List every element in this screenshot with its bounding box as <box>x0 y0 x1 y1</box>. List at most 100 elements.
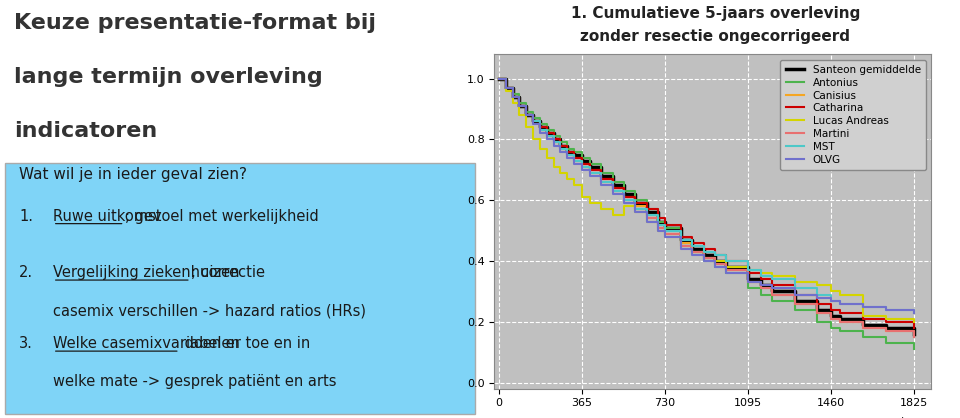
Lucas Andreas <box>595 207 607 212</box>
OLVG <box>607 192 618 197</box>
Martini <box>568 158 580 163</box>
OLVG <box>653 228 664 233</box>
MST <box>595 179 607 184</box>
Canisius <box>709 262 721 267</box>
Lucas Andreas <box>568 183 580 188</box>
Canisius <box>826 316 837 321</box>
Santeon gemiddelde <box>576 158 588 163</box>
OLVG <box>880 307 892 312</box>
OLVG <box>660 234 671 239</box>
Antonius <box>527 116 539 121</box>
Martini <box>686 250 698 255</box>
Canisius <box>857 326 869 331</box>
Antonius <box>493 76 505 81</box>
Canisius <box>568 155 580 160</box>
MST <box>789 286 801 291</box>
Catharina <box>826 307 837 312</box>
Santeon gemiddelde <box>789 298 801 303</box>
Line: OLVG: OLVG <box>499 79 914 313</box>
Lucas Andreas <box>576 195 588 200</box>
Santeon gemiddelde <box>595 173 607 178</box>
Martini <box>534 128 545 133</box>
OLVG <box>534 131 545 136</box>
OLVG <box>826 298 837 303</box>
Martini <box>675 243 686 248</box>
Antonius <box>541 128 553 133</box>
Catharina <box>541 131 553 136</box>
Catharina <box>721 259 732 264</box>
Antonius <box>826 326 837 331</box>
Line: Santeon gemiddelde: Santeon gemiddelde <box>499 79 914 334</box>
Martini <box>812 310 824 315</box>
MST <box>641 213 653 218</box>
Line: Catharina: Catharina <box>499 79 914 328</box>
Martini <box>630 207 641 212</box>
Text: zonder resectie ongecorrigeerd: zonder resectie ongecorrigeerd <box>580 29 851 44</box>
Canisius <box>585 167 596 172</box>
Canisius <box>789 301 801 306</box>
Catharina <box>493 76 505 81</box>
Lucas Andreas <box>500 88 512 93</box>
Canisius <box>493 76 505 81</box>
Lucas Andreas <box>834 292 846 297</box>
Canisius <box>675 240 686 245</box>
Santeon gemiddelde <box>755 283 766 288</box>
MST <box>630 207 641 212</box>
Lucas Andreas <box>826 289 837 294</box>
Lucas Andreas <box>660 234 671 239</box>
Martini <box>857 326 869 331</box>
Text: doen er toe en in: doen er toe en in <box>180 336 310 352</box>
Santeon gemiddelde <box>641 210 653 215</box>
Lucas Andreas <box>789 280 801 285</box>
OLVG <box>709 265 721 270</box>
Catharina <box>548 137 560 142</box>
Santeon gemiddelde <box>562 149 573 154</box>
Santeon gemiddelde <box>812 307 824 312</box>
Santeon gemiddelde <box>514 104 525 109</box>
Antonius <box>520 110 532 115</box>
Martini <box>908 334 920 339</box>
Catharina <box>585 167 596 172</box>
Martini <box>653 225 664 230</box>
Martini <box>527 119 539 124</box>
Martini <box>607 189 618 194</box>
Text: welke mate -> gesprek patiënt en arts: welke mate -> gesprek patiënt en arts <box>53 374 336 389</box>
MST <box>568 158 580 163</box>
Santeon gemiddelde <box>686 246 698 251</box>
MST <box>755 274 766 279</box>
Antonius <box>534 122 545 127</box>
Lucas Andreas <box>641 219 653 224</box>
Canisius <box>834 319 846 324</box>
Martini <box>755 286 766 291</box>
Antonius <box>742 286 754 291</box>
Lucas Andreas <box>880 316 892 321</box>
Canisius <box>548 137 560 142</box>
Canisius <box>607 186 618 191</box>
Martini <box>618 198 630 203</box>
Catharina <box>742 271 754 276</box>
MST <box>686 243 698 248</box>
Santeon gemiddelde <box>630 201 641 206</box>
Lucas Andreas <box>653 228 664 233</box>
Lucas Andreas <box>534 146 545 151</box>
Canisius <box>686 250 698 255</box>
Canisius <box>527 119 539 124</box>
MST <box>721 259 732 264</box>
Text: indicatoren: indicatoren <box>14 121 157 141</box>
Santeon gemiddelde <box>653 219 664 224</box>
Canisius <box>742 280 754 285</box>
Lucas Andreas <box>555 171 566 176</box>
MST <box>812 292 824 297</box>
Lucas Andreas <box>857 313 869 318</box>
Antonius <box>834 329 846 334</box>
Antonius <box>595 171 607 176</box>
Lucas Andreas <box>493 76 505 81</box>
Text: 1.: 1. <box>19 209 34 224</box>
Canisius <box>766 292 778 297</box>
Santeon gemiddelde <box>568 152 580 157</box>
Santeon gemiddelde <box>660 225 671 230</box>
Catharina <box>641 207 653 212</box>
Santeon gemiddelde <box>834 316 846 321</box>
Antonius <box>755 292 766 297</box>
OLVG <box>541 137 553 142</box>
